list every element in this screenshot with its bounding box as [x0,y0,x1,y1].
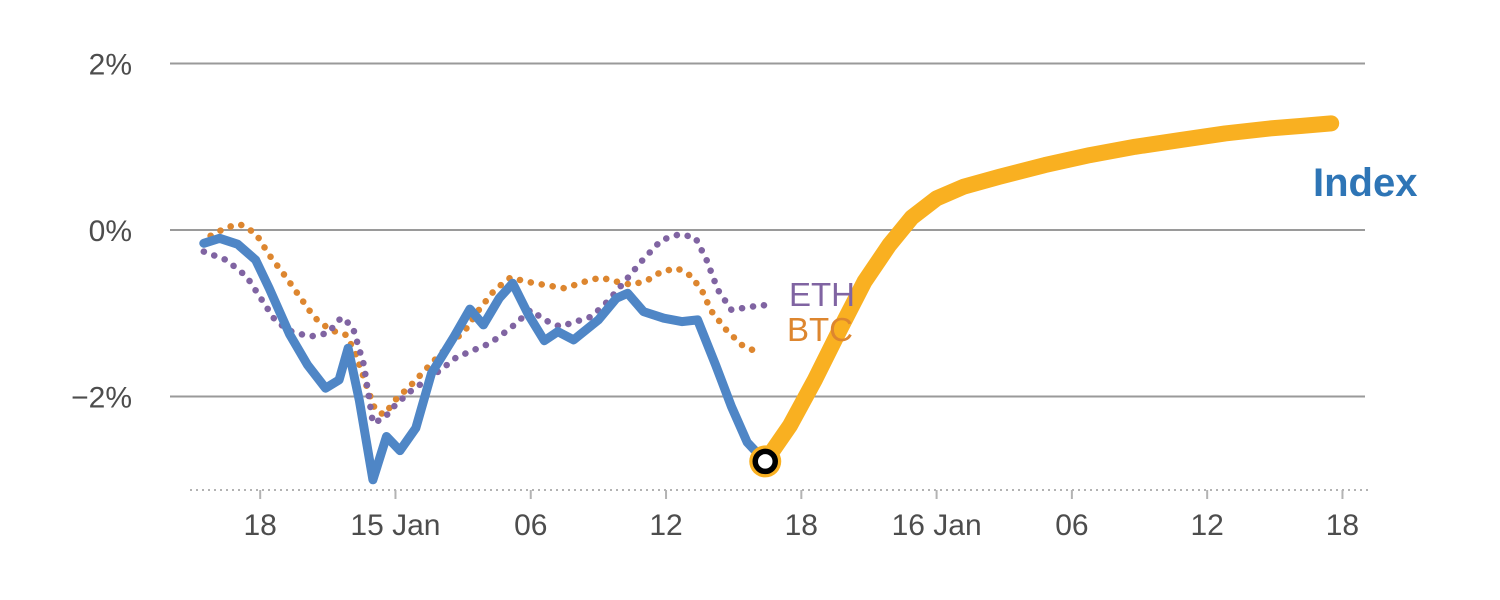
eth-series-label: ETH [789,276,855,313]
x-axis-tick-label: 15 Jan [350,509,440,542]
x-axis-tick-label: 18 [244,509,277,542]
current-value-marker [752,448,778,475]
index-series-label: Index [1313,161,1418,205]
y-axis-tick-label: 0% [89,215,132,248]
x-axis-tick-label: 12 [649,509,682,542]
series-line-index [199,233,770,485]
series-line-btc [207,220,760,419]
series-line-eth [200,230,776,427]
x-axis-tick-label: 18 [785,509,818,542]
x-axis-tick-label: 06 [514,509,547,542]
y-axis-tick-label: 2% [89,49,132,82]
x-axis-tick-label: 06 [1055,509,1088,542]
x-axis-tick-label: 18 [1326,509,1359,542]
x-axis-tick-label: 12 [1190,509,1223,542]
btc-series-label: BTC [787,311,853,348]
y-axis-tick-label: −2% [71,382,132,415]
x-axis-tick-label: 16 Jan [892,509,982,542]
series-line-index-forecast [757,115,1340,470]
